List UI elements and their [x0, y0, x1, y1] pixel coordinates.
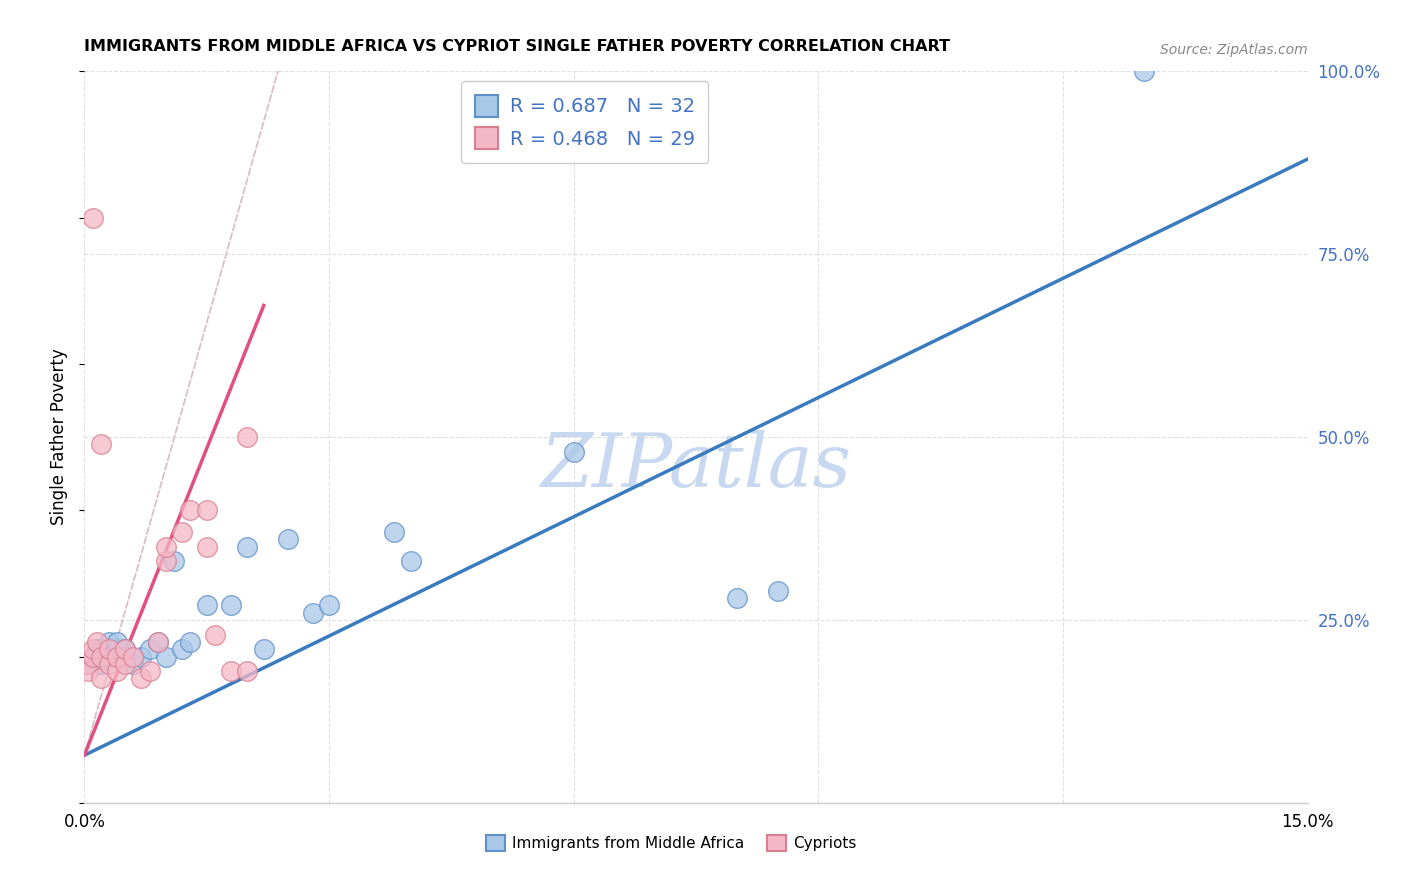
- Point: [301, 606, 323, 620]
- Text: Source: ZipAtlas.com: Source: ZipAtlas.com: [1160, 43, 1308, 57]
- Point: [277, 533, 299, 547]
- Point: [195, 540, 218, 554]
- Point: [97, 657, 120, 671]
- Point: [114, 649, 136, 664]
- Point: [122, 649, 145, 664]
- Legend: Immigrants from Middle Africa, Cypriots: Immigrants from Middle Africa, Cypriots: [481, 830, 863, 857]
- Point: [131, 672, 153, 686]
- Point: [179, 635, 201, 649]
- Point: [219, 664, 242, 678]
- Point: [163, 554, 186, 568]
- Point: [97, 642, 120, 657]
- Point: [138, 664, 160, 678]
- Point: [131, 649, 153, 664]
- Point: [97, 649, 120, 664]
- Point: [766, 583, 789, 598]
- Point: [86, 642, 108, 657]
- Point: [382, 525, 405, 540]
- Point: [253, 642, 276, 657]
- Point: [77, 664, 100, 678]
- Point: [1133, 64, 1156, 78]
- Point: [105, 664, 128, 678]
- Point: [90, 657, 112, 671]
- Point: [155, 554, 177, 568]
- Point: [75, 657, 97, 671]
- Point: [155, 649, 177, 664]
- Point: [86, 635, 108, 649]
- Point: [105, 642, 128, 657]
- Point: [236, 430, 259, 444]
- Point: [195, 503, 218, 517]
- Point: [82, 642, 104, 657]
- Point: [122, 657, 145, 671]
- Point: [219, 599, 242, 613]
- Point: [82, 211, 104, 225]
- Point: [77, 657, 100, 671]
- Point: [562, 444, 585, 458]
- Point: [82, 649, 104, 664]
- Point: [318, 599, 340, 613]
- Point: [399, 554, 422, 568]
- Point: [82, 649, 104, 664]
- Point: [90, 649, 112, 664]
- Point: [97, 635, 120, 649]
- Point: [114, 642, 136, 657]
- Point: [114, 657, 136, 671]
- Point: [146, 635, 169, 649]
- Point: [138, 642, 160, 657]
- Point: [90, 437, 112, 451]
- Point: [172, 642, 194, 657]
- Point: [105, 635, 128, 649]
- Point: [90, 672, 112, 686]
- Y-axis label: Single Father Poverty: Single Father Poverty: [51, 349, 69, 525]
- Point: [195, 599, 218, 613]
- Point: [236, 540, 259, 554]
- Point: [179, 503, 201, 517]
- Point: [172, 525, 194, 540]
- Point: [105, 649, 128, 664]
- Point: [725, 591, 748, 605]
- Text: ZIPatlas: ZIPatlas: [540, 430, 852, 502]
- Text: IMMIGRANTS FROM MIDDLE AFRICA VS CYPRIOT SINGLE FATHER POVERTY CORRELATION CHART: IMMIGRANTS FROM MIDDLE AFRICA VS CYPRIOT…: [84, 38, 950, 54]
- Point: [146, 635, 169, 649]
- Point: [114, 642, 136, 657]
- Point: [236, 664, 259, 678]
- Point: [155, 540, 177, 554]
- Point: [90, 642, 112, 657]
- Point: [204, 627, 226, 641]
